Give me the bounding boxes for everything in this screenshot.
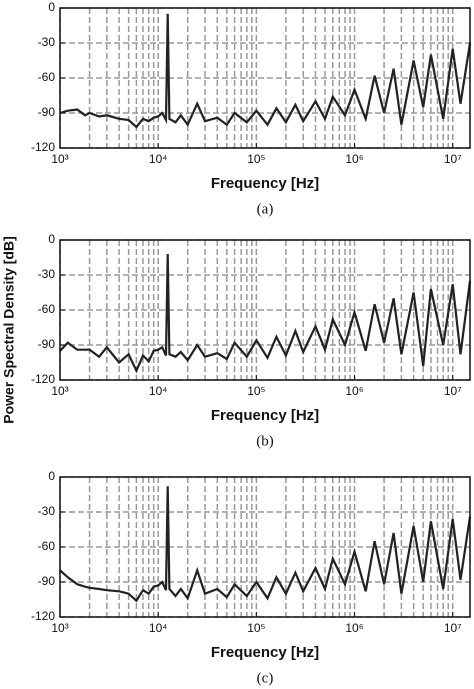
y-tick-label: -60 [38, 539, 56, 553]
plot-frame [59, 476, 471, 618]
psd-line [59, 13, 472, 129]
x-tick-label: 10⁴ [149, 152, 168, 166]
x-tick-label: 10⁴ [149, 384, 168, 398]
panel-caption: (b) [256, 433, 274, 449]
y-tick-label: 0 [48, 232, 55, 246]
y-axis-label: Power Spectral Density [dB] [1, 236, 17, 424]
x-axis-label: Frequency [Hz] [211, 175, 319, 192]
psd-line [59, 486, 472, 603]
x-axis-label: Frequency [Hz] [211, 644, 319, 661]
x-tick-label: 10⁵ [247, 384, 265, 398]
x-tick-label: 10³ [51, 384, 68, 398]
y-tick-label: 0 [48, 0, 55, 14]
x-tick-label: 10⁷ [444, 621, 462, 635]
panel-caption: (a) [257, 201, 274, 217]
x-tick-label: 10⁵ [247, 152, 265, 166]
plot-frame [59, 239, 471, 381]
x-tick-label: 10³ [51, 621, 68, 635]
panel-caption: (c) [257, 670, 274, 686]
psd-line [59, 253, 472, 374]
y-tick-label: -120 [31, 140, 55, 154]
y-tick-label: -60 [38, 302, 56, 316]
x-tick-label: 10⁵ [247, 621, 265, 635]
x-tick-label: 10⁴ [149, 621, 168, 635]
y-tick-label: -30 [38, 35, 56, 49]
y-tick-label: -30 [38, 504, 56, 518]
x-tick-label: 10⁷ [444, 152, 462, 166]
x-tick-label: 10⁶ [345, 384, 363, 398]
plot-frame [59, 7, 471, 149]
x-tick-label: 10⁶ [345, 621, 363, 635]
y-tick-label: -30 [38, 267, 56, 281]
y-tick-label: -90 [38, 574, 56, 588]
y-tick-label: -120 [31, 609, 55, 623]
plot-area [60, 8, 470, 148]
x-axis-label: Frequency [Hz] [211, 407, 319, 424]
x-tick-label: 10³ [51, 152, 68, 166]
x-tick-label: 10⁶ [345, 152, 363, 166]
y-tick-label: -120 [31, 372, 55, 386]
y-tick-label: -90 [38, 105, 56, 119]
x-tick-label: 10⁷ [444, 384, 462, 398]
y-tick-label: -90 [38, 337, 56, 351]
y-tick-label: -60 [38, 70, 56, 84]
y-tick-label: 0 [48, 469, 55, 483]
